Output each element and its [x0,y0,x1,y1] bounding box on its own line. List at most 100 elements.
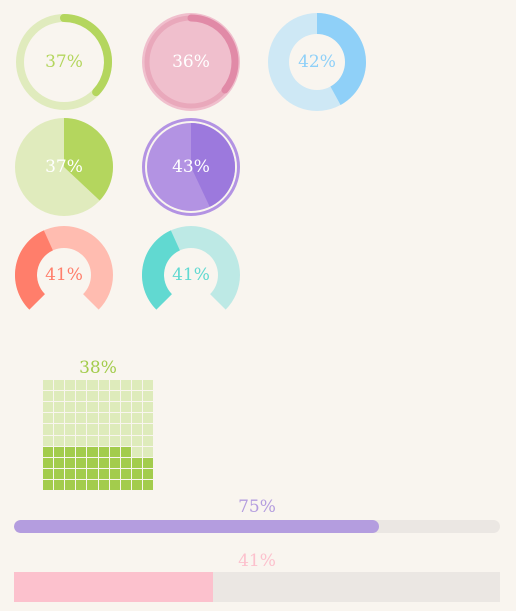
waffle-cell [65,436,75,446]
waffle-cell [54,469,64,479]
waffle-cell [43,469,53,479]
waffle-cell [121,469,131,479]
flat-progress-bar-fill [14,572,213,602]
rounded-progress-bar [14,520,500,533]
waffle-cell [54,424,64,434]
waffle-cell [54,458,64,468]
waffle-cell [43,391,53,401]
waffle-cell [143,480,153,490]
waffle-cell [87,447,97,457]
waffle-cell [143,380,153,390]
waffle-cell [76,413,86,423]
waffle-cell [110,469,120,479]
waffle-cell [99,424,109,434]
pie-chart-green: 37% [14,117,114,217]
waffle-cell [99,402,109,412]
waffle-cell [132,424,142,434]
waffle-cell [110,380,120,390]
waffle-cell [76,391,86,401]
gauge-value-label: 41% [172,265,210,285]
waffle-cell [65,391,75,401]
waffle-cell [121,424,131,434]
waffle-cell [43,380,53,390]
waffle-cell [110,391,120,401]
waffle-cell [76,447,86,457]
waffle-cell [43,436,53,446]
waffle-cell [76,480,86,490]
waffle-cell [54,402,64,412]
waffle-cell [76,458,86,468]
arc-gauge-teal: 41% [141,225,241,325]
waffle-cell [87,458,97,468]
waffle-cell [65,480,75,490]
waffle-cell [76,380,86,390]
waffle-cell [143,424,153,434]
waffle-cell [121,402,131,412]
waffle-cell [121,413,131,423]
rounded-bar-value-label: 75% [14,497,500,517]
waffle-cell [43,402,53,412]
waffle-cell [143,413,153,423]
waffle-cell [132,436,142,446]
waffle-cell [65,424,75,434]
waffle-cell [87,480,97,490]
pie-value-label: 37% [45,157,83,177]
waffle-cell [65,413,75,423]
progress-ring-green: 37% [14,12,114,112]
waffle-cell [43,480,53,490]
waffle-cell [99,469,109,479]
waffle-cell [121,480,131,490]
waffle-cell [121,458,131,468]
waffle-cell [99,480,109,490]
waffle-cell [132,402,142,412]
waffle-cell [143,436,153,446]
waffle-cell [143,402,153,412]
waffle-cell [121,391,131,401]
waffle-cell [99,380,109,390]
waffle-cell [110,458,120,468]
waffle-cell [43,413,53,423]
waffle-cell [110,480,120,490]
waffle-cell [132,469,142,479]
waffle-value-label: 38% [43,358,153,378]
waffle-cell [76,436,86,446]
waffle-cell [143,458,153,468]
waffle-cell [54,447,64,457]
waffle-cell [110,447,120,457]
donut-value-label: 42% [298,52,336,72]
progress-ring-pink: 36% [141,12,241,112]
waffle-cell [132,391,142,401]
gauge-value-label: 41% [45,265,83,285]
waffle-cell [143,447,153,457]
waffle-cell [110,424,120,434]
waffle-cell [110,436,120,446]
waffle-cell [132,458,142,468]
waffle-cell [99,436,109,446]
waffle-cell [132,380,142,390]
waffle-cell [76,424,86,434]
ring-value-label: 37% [45,52,83,72]
waffle-cell [65,469,75,479]
waffle-cell [54,391,64,401]
waffle-cell [76,469,86,479]
waffle-cell [143,469,153,479]
waffle-cell [99,413,109,423]
waffle-cell [132,480,142,490]
waffle-cell [121,436,131,446]
waffle-cell [110,402,120,412]
waffle-cell [76,402,86,412]
waffle-cell [65,458,75,468]
waffle-cell [43,458,53,468]
waffle-cell [99,458,109,468]
waffle-cell [132,413,142,423]
waffle-cell [87,391,97,401]
rounded-progress-bar-fill [14,520,379,533]
waffle-cell [87,436,97,446]
waffle-cell [87,413,97,423]
waffle-chart [43,380,153,490]
flat-progress-bar [14,572,500,602]
ring-value-label: 36% [172,52,210,72]
waffle-cell [99,447,109,457]
waffle-cell [54,436,64,446]
waffle-cell [65,380,75,390]
